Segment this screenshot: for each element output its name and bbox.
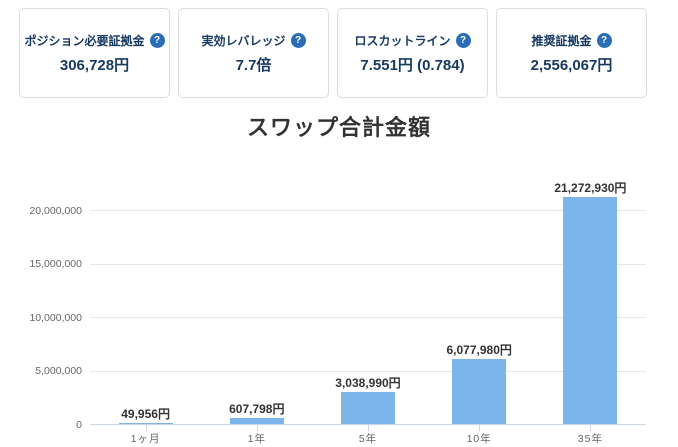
help-icon[interactable]: ? (455, 32, 471, 48)
bar-value-label: 607,798円 (229, 402, 285, 416)
x-axis-tick (145, 425, 147, 431)
card-position-margin: ポジション必要証拠金 ? 306,728円 (19, 8, 170, 98)
bar-value-label: 49,956円 (121, 407, 170, 421)
x-axis-label: 35年 (577, 433, 603, 445)
chart-title: スワップ合計金額 (246, 115, 431, 140)
x-axis-label: 1ヶ月 (130, 433, 161, 445)
bar-value-label: 6,077,980円 (446, 343, 512, 357)
x-axis-line (90, 424, 646, 425)
card-recommended-margin-label: 推奨証拠金 (531, 33, 592, 48)
card-effective-leverage: 実効レバレッジ ? 7.7倍 (178, 8, 329, 98)
y-axis-label: 10,000,000 (29, 311, 82, 324)
y-axis-label: 5,000,000 (35, 365, 82, 378)
help-icon[interactable]: ? (149, 32, 165, 48)
card-effective-leverage-label: 実効レバレッジ (201, 33, 286, 48)
x-axis-tick (256, 425, 258, 431)
help-icon[interactable]: ? (596, 32, 612, 48)
card-recommended-margin-value: 2,556,067円 (530, 56, 613, 74)
bar-1年[interactable] (229, 418, 284, 424)
x-axis-tick (590, 425, 592, 431)
bar-35年[interactable] (563, 197, 618, 424)
bar-value-label: 3,038,990円 (335, 376, 401, 390)
summary-cards: ポジション必要証拠金 ? 306,728円 実効レバレッジ ? 7.7倍 ロスカ… (19, 8, 647, 98)
x-axis-label: 5年 (358, 433, 378, 445)
card-recommended-margin: 推奨証拠金 ? 2,556,067円 (496, 8, 647, 98)
bar-10年[interactable] (452, 359, 507, 424)
bar-5年[interactable] (341, 392, 395, 424)
x-axis-label: 10年 (466, 433, 492, 445)
x-axis-label: 1年 (247, 433, 266, 445)
y-axis-label: 15,000,000 (29, 258, 82, 271)
y-axis-label: 20,000,000 (29, 204, 82, 217)
card-losscut-line: ロスカットライン ? 7.551円 (0.784) (337, 8, 488, 98)
x-axis-tick (368, 425, 369, 431)
help-icon[interactable]: ? (290, 32, 306, 48)
x-axis-tick (479, 425, 481, 431)
card-effective-leverage-value: 7.7倍 (235, 56, 272, 74)
bar-1ヶ月[interactable] (118, 423, 173, 424)
bar-value-label: 21,272,930円 (554, 181, 627, 195)
card-losscut-line-label: ロスカットライン (354, 33, 451, 48)
card-position-margin-label: ポジション必要証拠金 (24, 33, 145, 48)
y-axis-label: 0 (76, 418, 82, 431)
card-losscut-line-value: 7.551円 (0.784) (360, 56, 465, 74)
card-position-margin-value: 306,728円 (59, 56, 130, 74)
